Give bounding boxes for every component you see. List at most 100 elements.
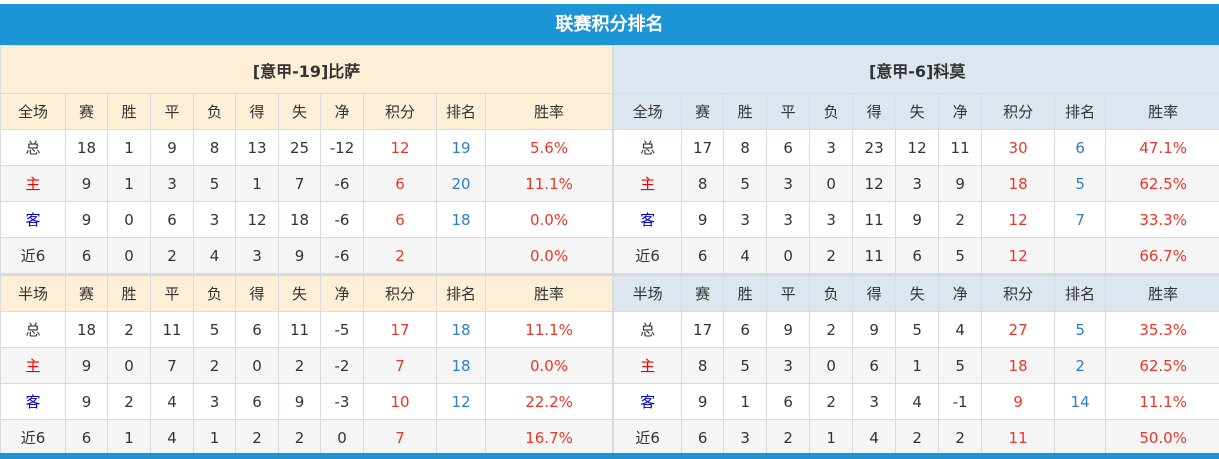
cell: 5 bbox=[193, 165, 236, 202]
column-header: 排名 bbox=[1054, 93, 1107, 130]
cell: 0 bbox=[809, 347, 854, 384]
cell: 3 bbox=[766, 201, 811, 238]
row-label: 近6 bbox=[0, 237, 66, 275]
table-row: 主 9 1 3 5 1 7 -6 6 20 11.1% bbox=[0, 165, 614, 202]
column-header: 赛 bbox=[65, 93, 108, 130]
cell: 1 bbox=[107, 129, 151, 166]
cell: 6 bbox=[150, 201, 194, 238]
cell: 9 bbox=[852, 311, 897, 348]
column-header: 赛 bbox=[65, 273, 108, 312]
cell bbox=[436, 237, 486, 275]
row-label: 客 bbox=[0, 201, 66, 238]
cell: 14 bbox=[1054, 383, 1107, 420]
cell: 9 bbox=[938, 165, 983, 202]
cell: 8 bbox=[193, 129, 236, 166]
cell: 0 bbox=[809, 165, 854, 202]
cell: 18 bbox=[436, 311, 486, 348]
cell: 12 bbox=[363, 129, 437, 166]
column-header: 平 bbox=[766, 93, 811, 130]
row-label: 近6 bbox=[0, 419, 66, 456]
cell: 6 bbox=[766, 383, 811, 420]
cell: 19 bbox=[436, 129, 486, 166]
table-row: 近6 6 4 0 2 11 6 5 12 66.7% bbox=[613, 237, 1219, 275]
cell: 3 bbox=[809, 129, 854, 166]
cell: 2 bbox=[1054, 347, 1107, 384]
column-header: 赛 bbox=[681, 93, 725, 130]
cell: 18 bbox=[436, 347, 486, 384]
section-title: 联赛积分排名 bbox=[0, 4, 1219, 45]
cell: 2 bbox=[193, 347, 236, 384]
table-row: 总 18 1 9 8 13 25 -12 12 19 5.6% bbox=[0, 129, 614, 166]
cell: 7 bbox=[150, 347, 194, 384]
cell: 3 bbox=[766, 165, 811, 202]
cell: 2 bbox=[809, 383, 854, 420]
cell: 8 bbox=[681, 165, 725, 202]
cell: -6 bbox=[320, 201, 364, 238]
cell: 12 bbox=[436, 383, 486, 420]
cell: 2 bbox=[809, 237, 854, 275]
column-header: 排名 bbox=[436, 93, 486, 130]
cell: -12 bbox=[320, 129, 364, 166]
cell: 3 bbox=[235, 237, 279, 275]
cell: 6 bbox=[681, 237, 725, 275]
cell: 4 bbox=[150, 383, 194, 420]
row-label: 总 bbox=[0, 129, 66, 166]
cell: 7 bbox=[363, 347, 437, 384]
cell: 66.7% bbox=[1105, 237, 1219, 275]
cell: 12 bbox=[981, 237, 1056, 275]
cell: 1 bbox=[809, 419, 854, 456]
cell: 17 bbox=[681, 311, 725, 348]
table-row: 主 9 0 7 2 0 2 -2 7 18 0.0% bbox=[0, 347, 614, 384]
cell: 2 bbox=[938, 201, 983, 238]
cell: 3 bbox=[723, 419, 768, 456]
cell: 0 bbox=[107, 201, 151, 238]
cell: 2 bbox=[278, 347, 321, 384]
cell: 0 bbox=[320, 419, 364, 456]
cell: 4 bbox=[938, 311, 983, 348]
column-header: 负 bbox=[809, 93, 854, 130]
cell: 6 bbox=[235, 383, 279, 420]
cell: 30 bbox=[981, 129, 1056, 166]
column-header: 胜 bbox=[107, 93, 151, 130]
cell: 20 bbox=[436, 165, 486, 202]
cell: 16.7% bbox=[484, 419, 614, 456]
cell: 5 bbox=[895, 311, 940, 348]
cell: 18 bbox=[981, 347, 1056, 384]
cell: 0 bbox=[235, 347, 279, 384]
cell: 0.0% bbox=[484, 237, 614, 275]
cell: 4 bbox=[895, 383, 940, 420]
column-header: 失 bbox=[895, 93, 940, 130]
table-row: 客 9 2 4 3 6 9 -3 10 12 22.2% bbox=[0, 383, 614, 420]
cell: 6 bbox=[723, 311, 768, 348]
cell: 9 bbox=[65, 165, 108, 202]
standings-container: [意甲-19]比萨 全场赛胜平负得失净积分 排名 胜率总 18 1 9 8 13 25 -12 12 1… bbox=[0, 45, 1219, 456]
cell: 6 bbox=[235, 311, 279, 348]
cell: 62.5% bbox=[1105, 347, 1219, 384]
row-label: 近6 bbox=[613, 419, 683, 456]
cell: 6 bbox=[1054, 129, 1107, 166]
table-row: 近6 6 1 4 1 2 2 0 7 16.7% bbox=[0, 419, 614, 456]
cell: 2 bbox=[895, 419, 940, 456]
cell: 11 bbox=[852, 201, 897, 238]
cell: 62.5% bbox=[1105, 165, 1219, 202]
cell: 9 bbox=[681, 383, 725, 420]
cell: 4 bbox=[723, 237, 768, 275]
cell: 6 bbox=[65, 237, 108, 275]
cell: 5 bbox=[938, 347, 983, 384]
cell: 3 bbox=[193, 383, 236, 420]
cell: 0.0% bbox=[484, 347, 614, 384]
cell: 25 bbox=[278, 129, 321, 166]
cell: 4 bbox=[193, 237, 236, 275]
cell: 6 bbox=[363, 165, 437, 202]
cell: 2 bbox=[363, 237, 437, 275]
cell: 6 bbox=[363, 201, 437, 238]
cell: -6 bbox=[320, 165, 364, 202]
cell: 2 bbox=[938, 419, 983, 456]
cell: 0 bbox=[107, 347, 151, 384]
column-header: 积分 bbox=[981, 273, 1056, 312]
cell: 0.0% bbox=[484, 201, 614, 238]
column-header: 积分 bbox=[363, 93, 437, 130]
cell: 9 bbox=[681, 201, 725, 238]
cell: -6 bbox=[320, 237, 364, 275]
column-header: 积分 bbox=[363, 273, 437, 312]
